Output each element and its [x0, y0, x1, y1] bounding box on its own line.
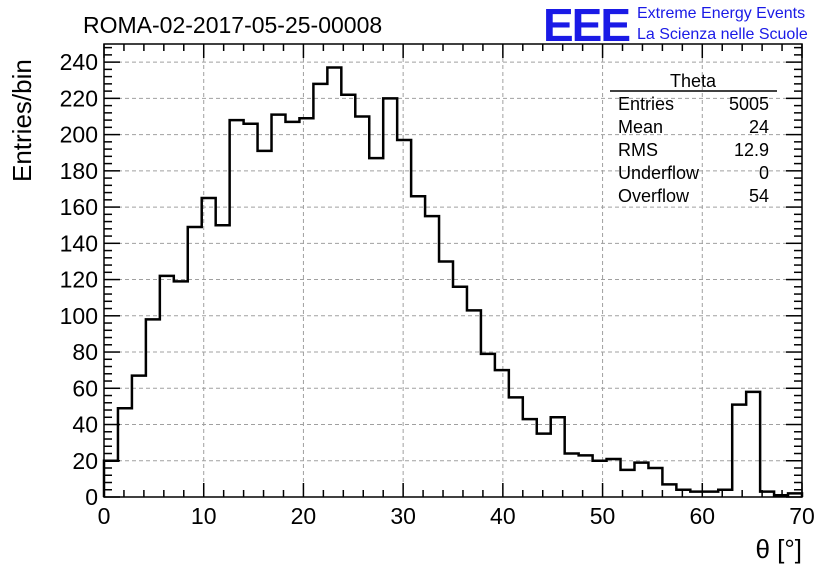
y-tick-label: 0 — [85, 484, 98, 510]
logo-line-2: La Scienza nelle Scuole — [637, 26, 808, 43]
x-tick-label: 60 — [689, 503, 715, 529]
y-axis-title: Entries/bin — [7, 59, 37, 182]
stats-label: RMS — [618, 140, 658, 160]
y-tick-label: 120 — [60, 267, 98, 293]
stats-label: Mean — [618, 117, 663, 137]
stats-label: Overflow — [618, 186, 690, 206]
y-tick-label: 160 — [60, 194, 98, 220]
logo-mark: EEE — [543, 0, 629, 51]
x-tick-label: 70 — [789, 503, 815, 529]
stats-value: 12.9 — [734, 140, 769, 160]
y-tick-label: 220 — [60, 85, 98, 111]
histogram-outline — [102, 66, 804, 497]
x-tick-label: 40 — [490, 503, 516, 529]
stats-value: 24 — [749, 117, 769, 137]
y-tick-label: 80 — [72, 339, 98, 365]
stats-label: Entries — [618, 94, 674, 114]
x-axis-ticks: 0 10 20 30 40 50 60 70 — [98, 44, 815, 529]
y-tick-label: 180 — [60, 158, 98, 184]
y-tick-label: 40 — [72, 412, 98, 438]
x-tick-label: 10 — [191, 503, 217, 529]
x-tick-label: 30 — [390, 503, 416, 529]
chart-title: ROMA-02-2017-05-25-00008 — [83, 12, 382, 38]
stats-value: 5005 — [729, 94, 769, 114]
stats-value: 54 — [749, 186, 769, 206]
stats-box: Theta Entries 5005 Mean 24 RMS 12.9 Underflow 0… — [610, 71, 777, 206]
eee-logo: EEE Extreme Energy Events La Scienza nel… — [543, 0, 808, 51]
y-tick-label: 100 — [60, 303, 98, 329]
stats-label: Underflow — [618, 163, 700, 183]
y-tick-label: 240 — [60, 49, 98, 75]
plot-frame-rect — [103, 43, 803, 498]
x-tick-label: 20 — [291, 503, 317, 529]
stats-title: Theta — [670, 71, 717, 91]
stats-rows: Entries 5005 Mean 24 RMS 12.9 Underflow 0 Overfl… — [618, 94, 769, 206]
y-tick-label: 200 — [60, 122, 98, 148]
grid-lines — [104, 44, 802, 497]
stats-value: 0 — [759, 163, 769, 183]
x-tick-label: 0 — [98, 503, 111, 529]
y-tick-label: 140 — [60, 230, 98, 256]
x-tick-label: 50 — [590, 503, 616, 529]
y-tick-label: 60 — [72, 375, 98, 401]
y-tick-label: 20 — [72, 448, 98, 474]
logo-line-1: Extreme Energy Events — [637, 5, 805, 22]
plot-frame — [103, 43, 803, 498]
x-axis-title: θ [°] — [755, 534, 802, 564]
